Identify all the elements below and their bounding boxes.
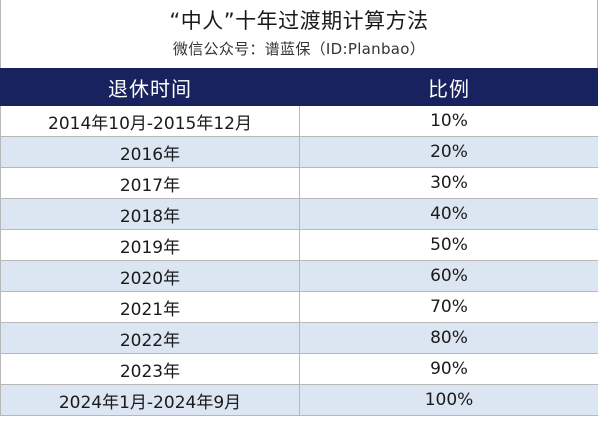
cell-ratio: 60% — [299, 260, 598, 292]
cell-ratio: 100% — [299, 384, 598, 416]
cell-retirement-time: 2014年10月-2015年12月 — [0, 105, 300, 137]
cell-retirement-time: 2020年 — [0, 260, 300, 292]
cell-retirement-time: 2016年 — [0, 136, 300, 168]
cell-ratio: 10% — [299, 105, 598, 137]
table-header-row: 退休时间 比例 — [0, 68, 598, 106]
ratio-table: 退休时间 比例 2014年10月-2015年12月 10% 2016年 20% … — [0, 68, 598, 416]
cell-retirement-time: 2018年 — [0, 198, 300, 230]
cell-ratio: 70% — [299, 291, 598, 323]
cell-retirement-time: 2022年 — [0, 322, 300, 354]
column-header-retirement-time: 退休时间 — [0, 68, 300, 106]
table-row: 2016年 20% — [0, 136, 598, 168]
cell-retirement-time: 2024年1月-2024年9月 — [0, 384, 300, 416]
column-header-ratio: 比例 — [299, 68, 598, 106]
cell-retirement-time: 2017年 — [0, 167, 300, 199]
page-title: “中人”十年过渡期计算方法 — [169, 9, 429, 33]
table-row: 2017年 30% — [0, 167, 598, 199]
table-row: 2020年 60% — [0, 260, 598, 292]
cell-retirement-time: 2021年 — [0, 291, 300, 323]
cell-ratio: 30% — [299, 167, 598, 199]
cell-ratio: 90% — [299, 353, 598, 385]
table-row: 2021年 70% — [0, 291, 598, 323]
cell-retirement-time: 2019年 — [0, 229, 300, 261]
table-row: 2018年 40% — [0, 198, 598, 230]
table-row: 2022年 80% — [0, 322, 598, 354]
cell-ratio: 80% — [299, 322, 598, 354]
cell-ratio: 50% — [299, 229, 598, 261]
cell-ratio: 20% — [299, 136, 598, 168]
graphic-header: “中人”十年过渡期计算方法 微信公众号：谱蓝保（ID:Planbao） — [0, 0, 598, 68]
table-row: 2019年 50% — [0, 229, 598, 261]
table-row: 2024年1月-2024年9月 100% — [0, 384, 598, 416]
table-row: 2023年 90% — [0, 353, 598, 385]
page-subtitle: 微信公众号：谱蓝保（ID:Planbao） — [172, 40, 426, 58]
table-row: 2014年10月-2015年12月 10% — [0, 105, 598, 137]
cell-retirement-time: 2023年 — [0, 353, 300, 385]
cell-ratio: 40% — [299, 198, 598, 230]
